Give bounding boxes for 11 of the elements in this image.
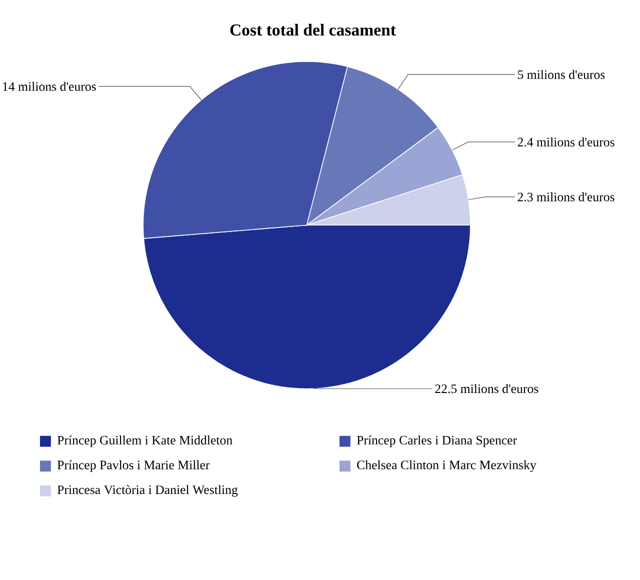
data-label: 2.3 milions d'euros <box>518 192 614 202</box>
data-label: 14 milions d'euros <box>3 82 96 91</box>
legend-label: Chelsea Clinton i Marc Mezvinsky <box>357 460 536 472</box>
chart-title: Cost total del casament <box>230 24 396 36</box>
legend-label: Príncep Guillem i Kate Middleton <box>57 435 232 448</box>
data-label: 22.5 milions d'euros <box>435 384 538 394</box>
legend-label: Príncep Pavlos i Marie Miller <box>57 460 210 472</box>
data-label: 5 milions d'euros <box>518 70 605 79</box>
legend-label: Príncep Carles i Diana Spencer <box>356 435 517 448</box>
legend-label: Princesa Victòria i Daniel Westling <box>57 484 238 497</box>
data-label: 2.4 milions d'euros <box>518 137 614 146</box>
